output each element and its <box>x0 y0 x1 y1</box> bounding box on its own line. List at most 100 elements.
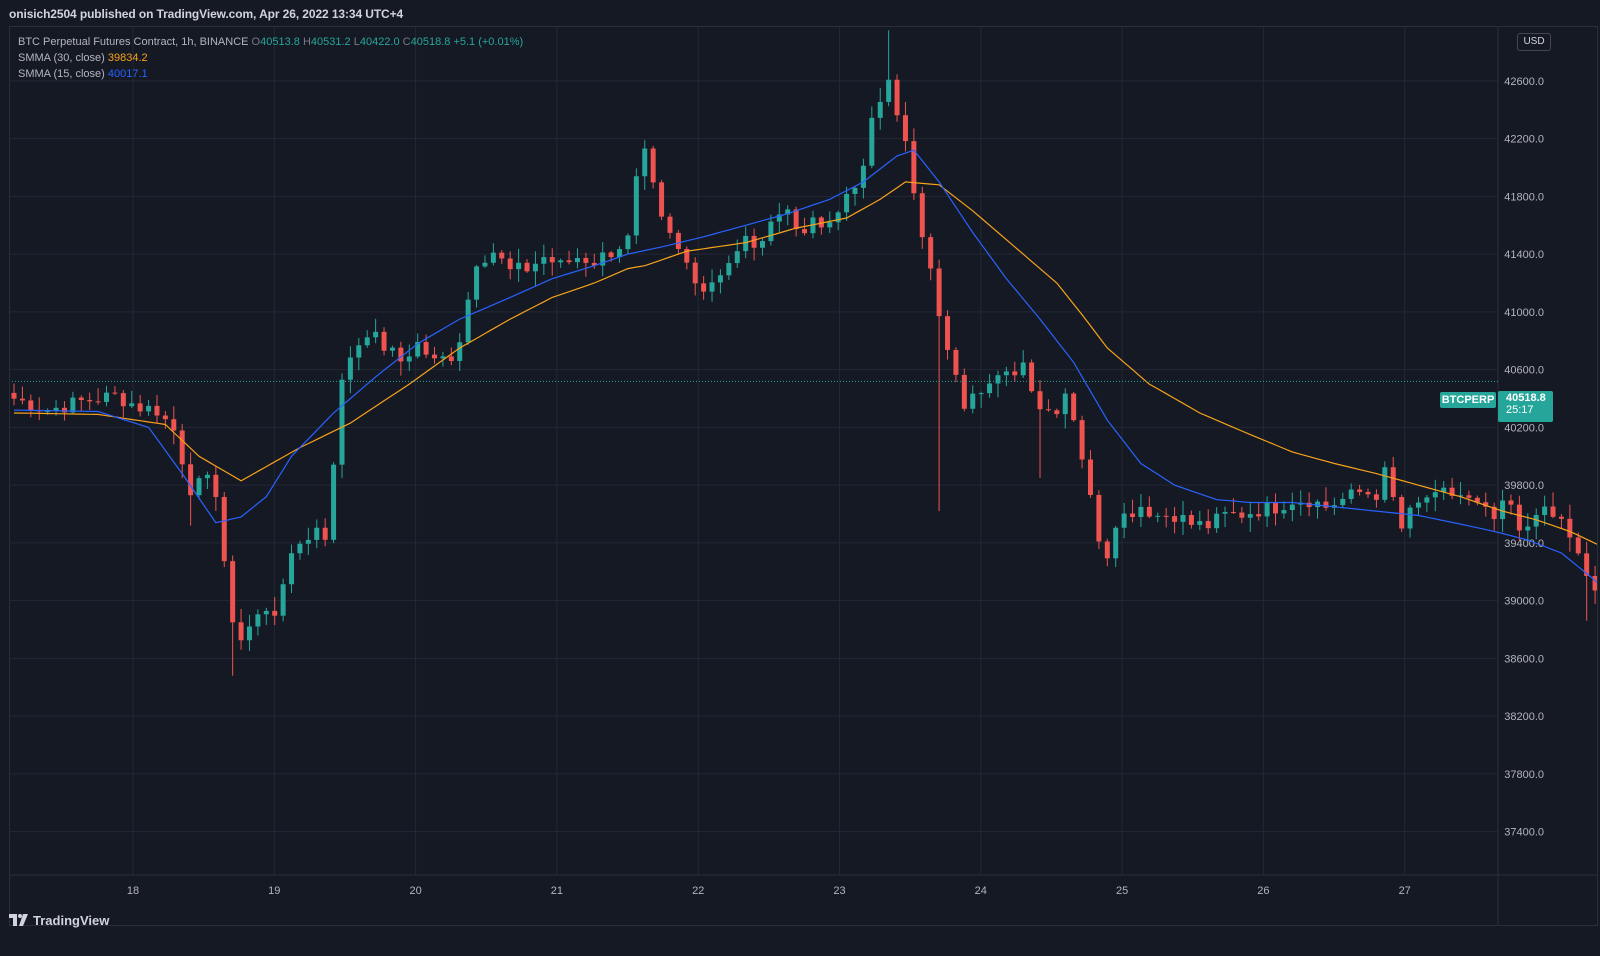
publisher-caption: onisich2504 published on TradingView.com… <box>9 7 404 21</box>
last-price-tag: 40518.8 25:17 <box>1498 391 1553 422</box>
candle-body <box>1289 504 1295 511</box>
candle-body <box>1230 512 1236 514</box>
candle-body <box>1130 513 1136 517</box>
candle-body <box>1054 410 1060 415</box>
candle-body <box>406 356 412 362</box>
candle-body <box>734 251 740 264</box>
candle-body <box>1239 512 1245 518</box>
candle-body <box>1020 362 1026 376</box>
chart-pane[interactable]: 37400.0 37800.0 38200.0 38600.0 39000.0 39400… <box>9 26 1598 926</box>
candle-body <box>448 356 454 361</box>
candle-body <box>1340 498 1346 506</box>
x-tick-label: 21 <box>551 885 563 897</box>
y-tick-label: 39000.0 <box>1504 596 1544 608</box>
candle-body <box>600 252 606 266</box>
bar-countdown: 25:17 <box>1506 404 1534 416</box>
y-tick-label: 40200.0 <box>1504 422 1544 434</box>
candle-body <box>381 331 387 351</box>
candle-body <box>53 407 59 411</box>
candle-body <box>1172 516 1178 522</box>
candle-body <box>356 345 362 358</box>
candle-body <box>667 216 673 233</box>
candle-body <box>835 212 841 223</box>
candle-body <box>608 252 614 258</box>
x-tick-label: 26 <box>1257 885 1269 897</box>
candle-body <box>684 249 690 263</box>
y-tick-label: 41000.0 <box>1504 307 1544 319</box>
candle-body <box>1441 487 1447 493</box>
candle-body <box>297 543 303 554</box>
candle-body <box>1264 502 1270 517</box>
candle-body <box>1516 504 1522 531</box>
candle-body <box>818 217 824 228</box>
y-tick-label: 42600.0 <box>1504 76 1544 88</box>
candle-body <box>120 393 126 407</box>
candle-body <box>751 235 757 248</box>
candle-body <box>95 401 101 403</box>
candle-body <box>146 405 152 412</box>
candle-body <box>246 626 252 641</box>
candle-body <box>877 101 883 118</box>
candle-body <box>978 393 984 395</box>
candle-body <box>305 539 311 544</box>
candle-body <box>179 430 185 465</box>
chart-legend: BTC Perpetual Futures Contract, 1h, BINA… <box>18 34 523 82</box>
candle-body <box>1121 513 1127 528</box>
candle-body <box>1062 393 1068 415</box>
legend-change: +5.1 (+0.01%) <box>453 36 524 48</box>
footer-brand[interactable]: TradingView <box>9 911 109 929</box>
candle-body <box>945 316 951 350</box>
candle-body <box>1180 515 1186 522</box>
candle-body <box>238 622 244 641</box>
candle-body <box>1357 489 1363 492</box>
candle-body <box>171 419 177 431</box>
candle-body <box>389 347 395 351</box>
candle-body <box>970 393 976 409</box>
candle-body <box>432 354 437 359</box>
x-tick-label: 25 <box>1116 885 1128 897</box>
price-chart[interactable]: 37400.0 37800.0 38200.0 38600.0 39000.0 39400… <box>9 26 1598 926</box>
candle-body <box>1550 506 1556 517</box>
candle-body <box>1306 502 1312 508</box>
legend-smma30-row[interactable]: SMMA (30, close) 39834.2 <box>18 50 523 66</box>
candle-body <box>154 405 160 416</box>
candle-body <box>911 141 917 194</box>
candle-body <box>1466 495 1472 498</box>
legend-smma15-row[interactable]: SMMA (15, close) 40017.1 <box>18 66 523 82</box>
candle-body <box>280 584 286 616</box>
candle-body <box>659 182 665 217</box>
candle-body <box>465 299 471 343</box>
x-tick-label: 18 <box>127 885 139 897</box>
candle-body <box>398 347 404 362</box>
candle-body <box>1432 492 1438 498</box>
candle-body <box>1214 513 1220 529</box>
currency-button[interactable]: USD <box>1517 33 1551 51</box>
y-tick-label: 41400.0 <box>1504 249 1544 261</box>
candle-body <box>558 260 564 263</box>
candle-body <box>625 235 631 250</box>
smma30-value: 39834.2 <box>107 52 148 64</box>
candle-body <box>19 398 25 401</box>
candle-body <box>1188 515 1194 525</box>
candle-body <box>339 379 345 465</box>
candle-body <box>776 214 782 222</box>
candle-body <box>1483 502 1489 507</box>
candle-body <box>1222 512 1228 514</box>
candle-body <box>1138 506 1144 517</box>
legend-high-label: H <box>302 36 311 48</box>
candle-body <box>692 262 698 284</box>
legend-close-label: C <box>402 36 411 48</box>
y-tick-label: 40600.0 <box>1504 365 1544 377</box>
legend-low: 40422.0 <box>359 36 400 48</box>
candle-body <box>1533 514 1539 527</box>
candle-body <box>490 252 496 263</box>
publish-bar: onisich2504 published on TradingView.com… <box>0 0 1600 26</box>
y-tick-label: 41800.0 <box>1504 191 1544 203</box>
legend-symbol[interactable]: BTC Perpetual Futures Contract, 1h, BINA… <box>18 36 249 48</box>
candle-body <box>583 257 589 263</box>
candle-body <box>1281 510 1287 514</box>
candle-body <box>1155 515 1161 517</box>
y-tick-label: 39800.0 <box>1504 480 1544 492</box>
candle-body <box>364 337 370 346</box>
candle-body <box>1104 541 1110 559</box>
